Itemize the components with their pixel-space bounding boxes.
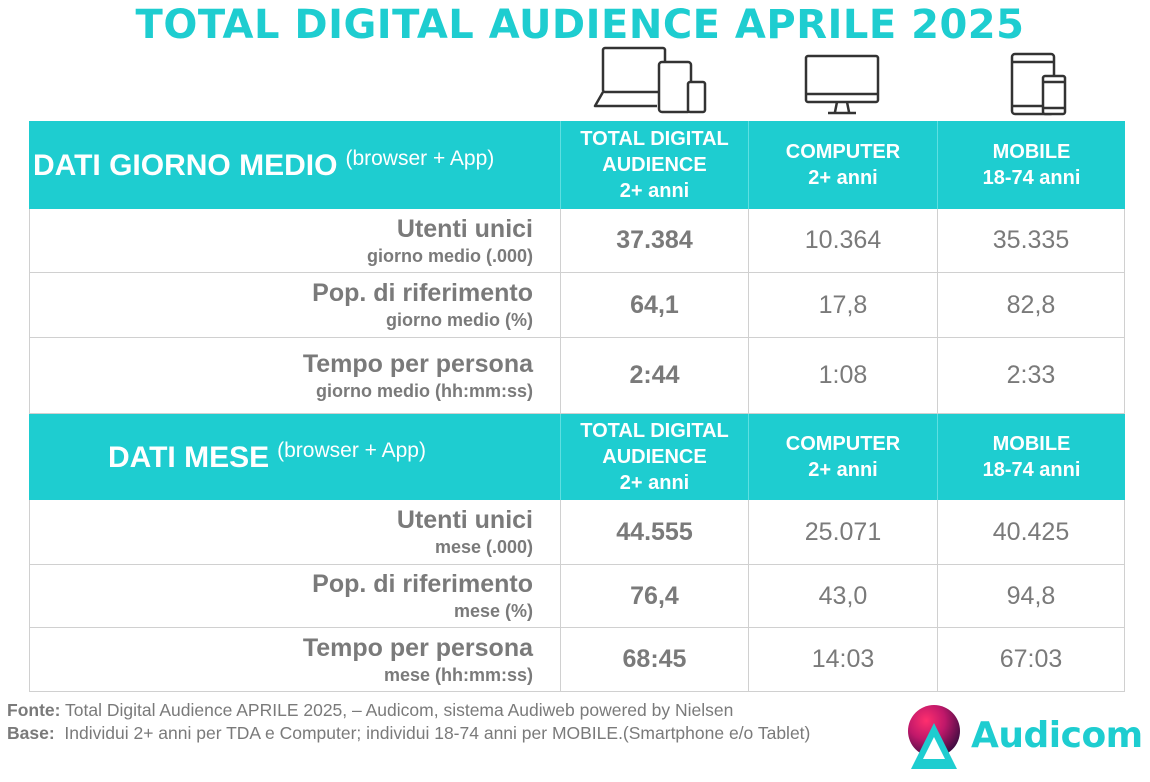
value-computer: 1:08 — [748, 338, 937, 413]
section-label: DATI MESE (browser + App) — [108, 439, 426, 474]
value-computer: 10.364 — [748, 209, 937, 272]
devices-icon — [593, 46, 708, 114]
table-row: Tempo per persona mese (hh:mm:ss) 68:45 … — [29, 628, 1125, 692]
section-header-giorno-medio: DATI GIORNO MEDIO (browser + App) TOTAL D… — [29, 121, 1125, 209]
table-row: Tempo per persona giorno medio (hh:mm:ss… — [29, 338, 1125, 414]
column-header-mobile: MOBILE 18-74 anni — [937, 121, 1125, 209]
computer-icon — [804, 54, 880, 116]
metric-label: Utenti unici giorno medio (.000) — [29, 209, 560, 272]
table-row: Pop. di riferimento giorno medio (%) 64,… — [29, 273, 1125, 338]
section-label: DATI GIORNO MEDIO (browser + App) — [33, 147, 495, 182]
table-row: Utenti unici giorno medio (.000) 37.384 … — [29, 209, 1125, 273]
column-header-total-digital: TOTAL DIGITAL AUDIENCE 2+ anni — [560, 121, 748, 209]
value-computer: 43,0 — [748, 565, 937, 627]
metric-label: Pop. di riferimento mese (%) — [29, 565, 560, 627]
column-header-computer: COMPUTER 2+ anni — [748, 414, 937, 500]
value-mobile: 35.335 — [937, 209, 1125, 272]
value-mobile: 82,8 — [937, 273, 1125, 337]
page-title: TOTAL DIGITAL AUDIENCE APRILE 2025 — [135, 2, 1025, 48]
column-header-mobile: MOBILE 18-74 anni — [937, 414, 1125, 500]
footer-fonte: Fonte: Total Digital Audience APRILE 202… — [7, 700, 734, 720]
value-total-digital: 68:45 — [560, 628, 748, 691]
value-total-digital: 2:44 — [560, 338, 748, 413]
section-header-mese: DATI MESE (browser + App) TOTAL DIGITAL A… — [29, 414, 1125, 500]
mobile-icon — [1010, 52, 1070, 116]
audicom-logo: Audicom — [907, 703, 1147, 775]
audicom-logo-text: Audicom — [971, 715, 1143, 756]
metric-label: Pop. di riferimento giorno medio (%) — [29, 273, 560, 337]
value-computer: 14:03 — [748, 628, 937, 691]
value-total-digital: 76,4 — [560, 565, 748, 627]
metric-label: Tempo per persona mese (hh:mm:ss) — [29, 628, 560, 691]
metric-label: Utenti unici mese (.000) — [29, 500, 560, 564]
column-header-computer: COMPUTER 2+ anni — [748, 121, 937, 209]
value-mobile: 94,8 — [937, 565, 1125, 627]
value-total-digital: 64,1 — [560, 273, 748, 337]
column-header-total-digital: TOTAL DIGITAL AUDIENCE 2+ anni — [560, 414, 748, 500]
value-total-digital: 44.555 — [560, 500, 748, 564]
value-mobile: 40.425 — [937, 500, 1125, 564]
footer-base: Base: Individui 2+ anni per TDA e Comput… — [7, 723, 811, 743]
section-note: (browser + App) — [277, 439, 426, 462]
value-computer: 25.071 — [748, 500, 937, 564]
audicom-logo-mark — [908, 705, 960, 769]
value-computer: 17,8 — [748, 273, 937, 337]
table-row: Pop. di riferimento mese (%) 76,4 43,0 9… — [29, 565, 1125, 628]
value-total-digital: 37.384 — [560, 209, 748, 272]
metric-label: Tempo per persona giorno medio (hh:mm:ss… — [29, 338, 560, 413]
footer-notes: Fonte: Total Digital Audience APRILE 202… — [7, 699, 897, 745]
value-mobile: 67:03 — [937, 628, 1125, 691]
value-mobile: 2:33 — [937, 338, 1125, 413]
section-note: (browser + App) — [345, 147, 495, 170]
table-row: Utenti unici mese (.000) 44.555 25.071 4… — [29, 500, 1125, 565]
